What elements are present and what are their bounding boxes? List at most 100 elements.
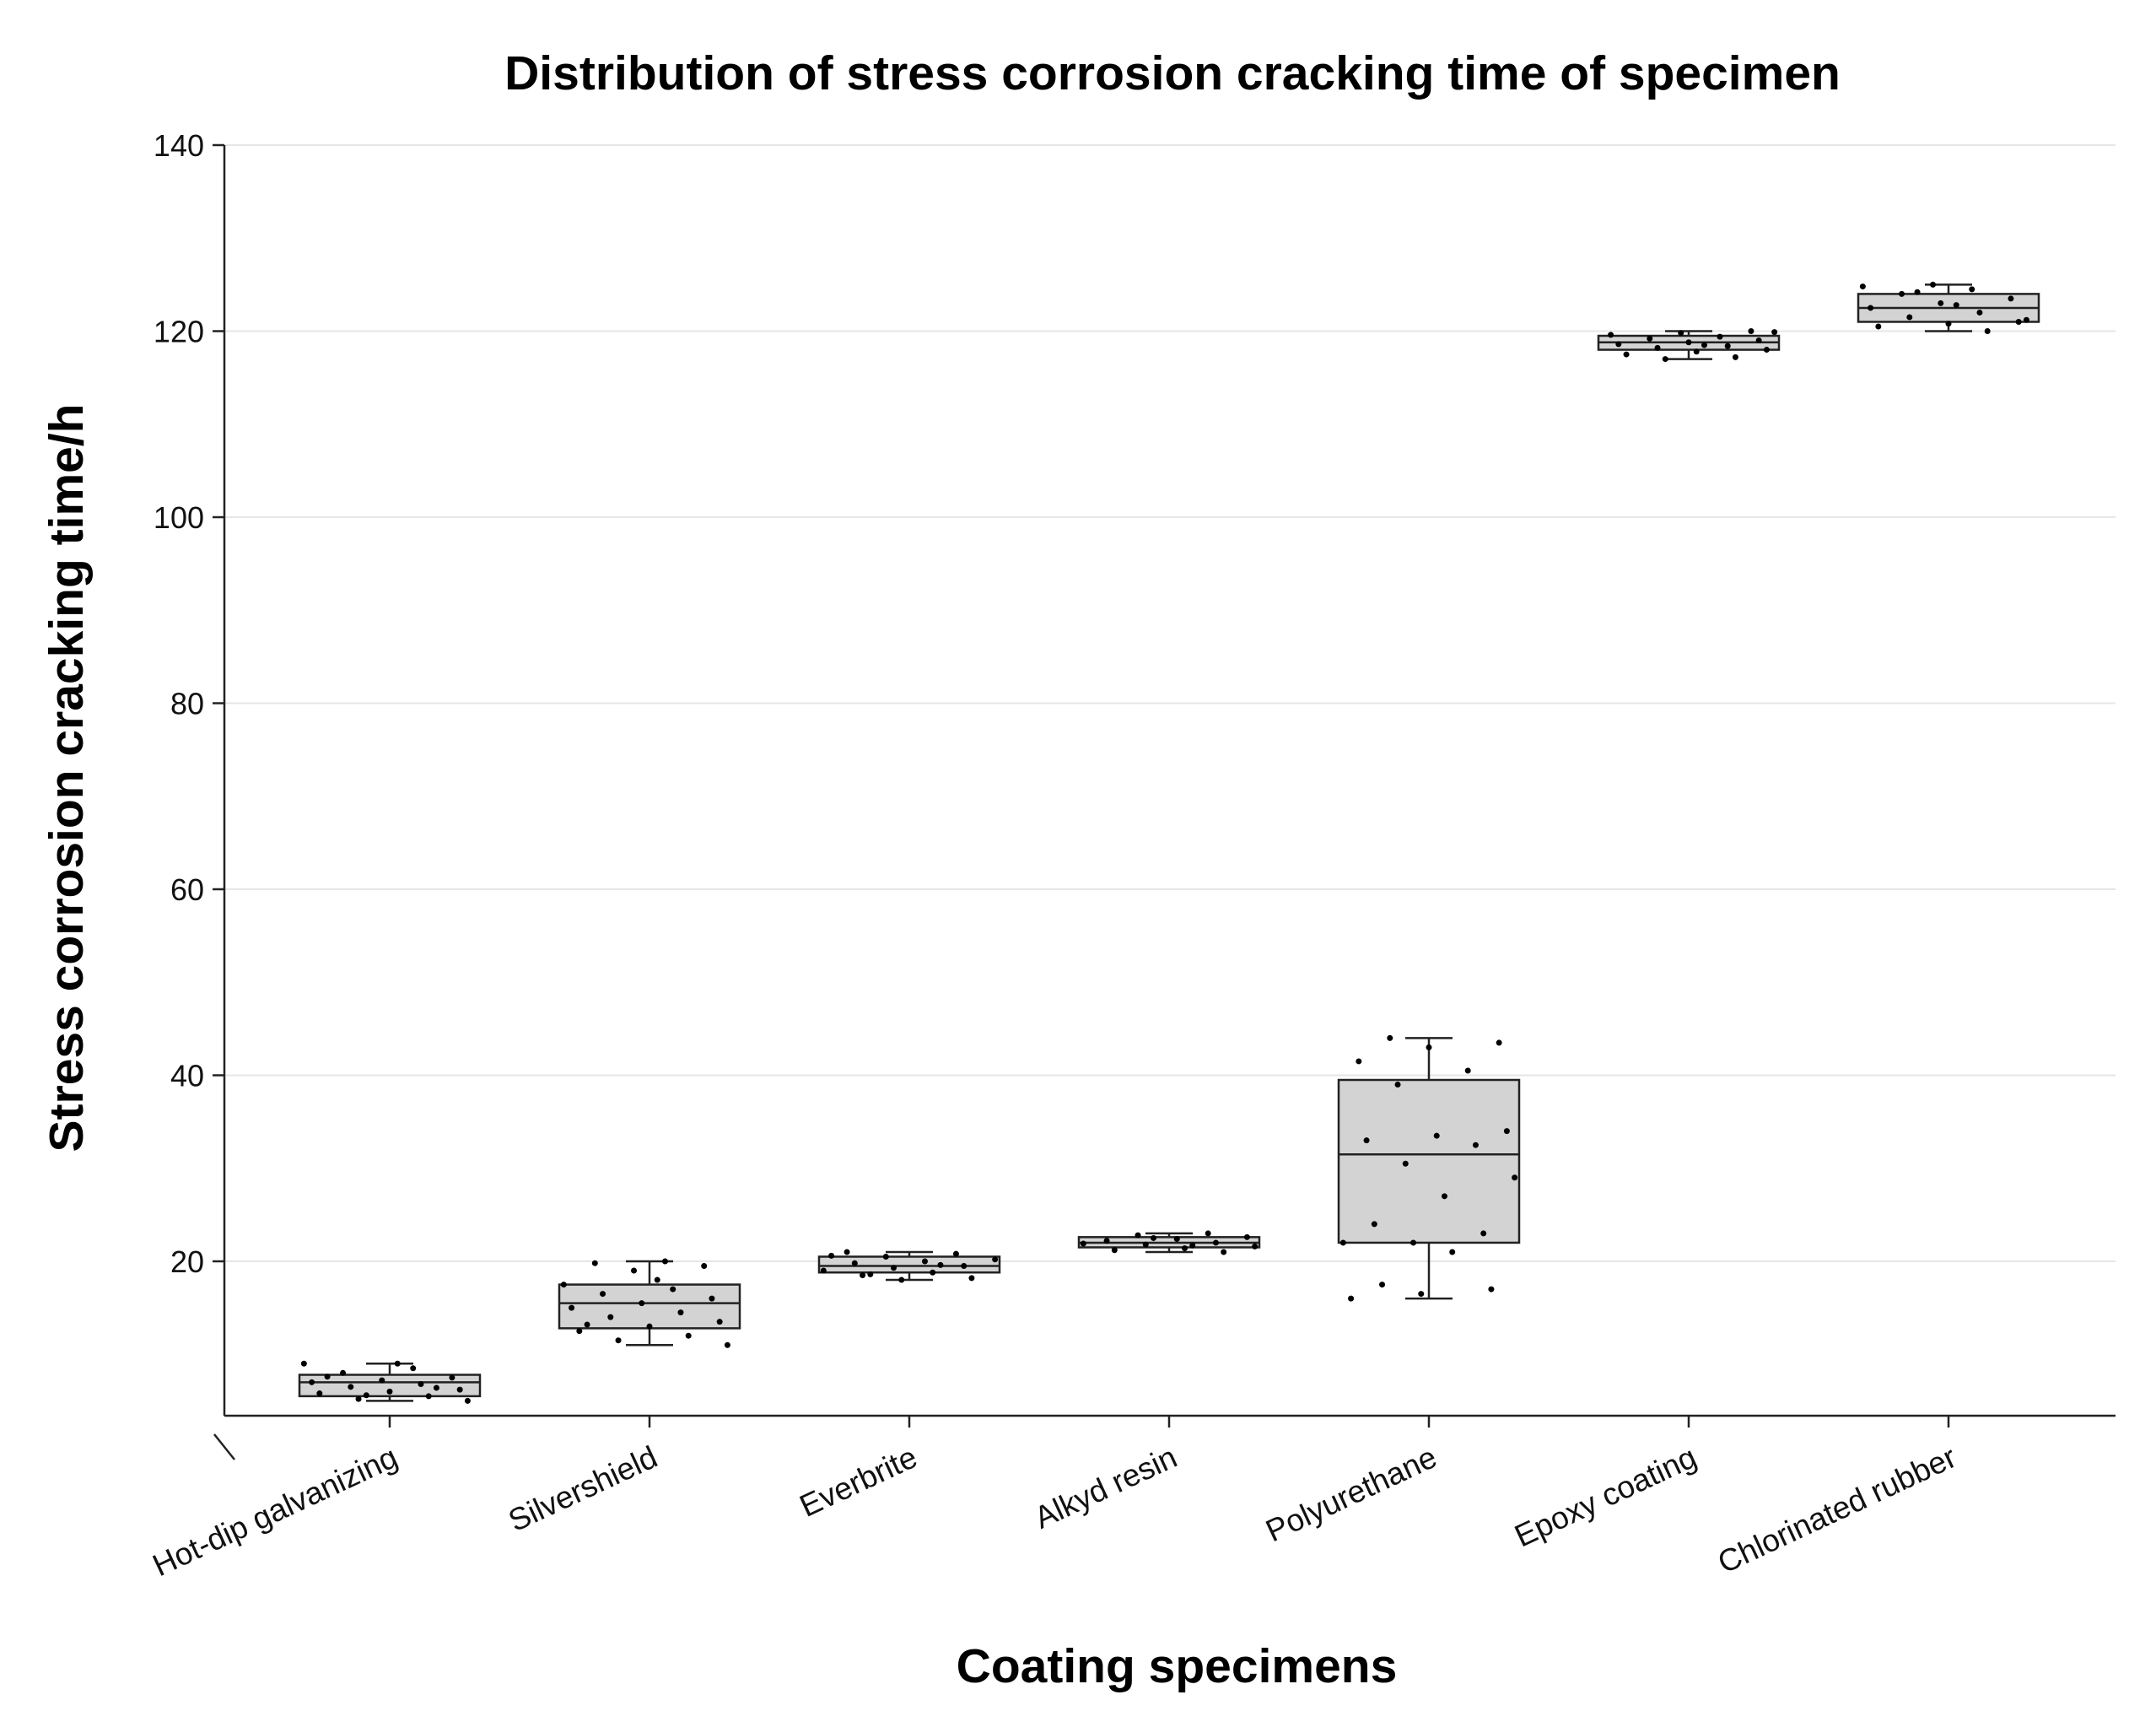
x-axis-title: Coating specimens bbox=[957, 1639, 1398, 1693]
data-point bbox=[1356, 1058, 1362, 1065]
data-point bbox=[882, 1253, 889, 1260]
data-point bbox=[1953, 302, 1959, 309]
data-point bbox=[560, 1282, 567, 1288]
data-point bbox=[324, 1374, 331, 1380]
data-point bbox=[1868, 305, 1874, 311]
data-point bbox=[1875, 323, 1882, 330]
data-point bbox=[1080, 1240, 1086, 1247]
y-tick-label: 120 bbox=[154, 315, 204, 349]
data-point bbox=[968, 1275, 975, 1282]
y-tick-label: 20 bbox=[170, 1244, 204, 1279]
data-point bbox=[1441, 1193, 1447, 1200]
boxes bbox=[298, 281, 2040, 1404]
x-tick-label: Polyurethane bbox=[1260, 1439, 1442, 1548]
x-tick-label: Chlorinated rubber bbox=[1712, 1439, 1961, 1580]
data-point bbox=[2008, 295, 2014, 302]
data-point bbox=[992, 1256, 999, 1263]
data-point bbox=[851, 1260, 858, 1266]
data-point bbox=[1678, 330, 1684, 337]
axes bbox=[213, 145, 2116, 1460]
data-point bbox=[1221, 1249, 1227, 1255]
data-point bbox=[1701, 342, 1707, 348]
box-everbrite bbox=[817, 1249, 1001, 1283]
data-point bbox=[1379, 1282, 1386, 1288]
data-point bbox=[1433, 1132, 1440, 1139]
data-point bbox=[418, 1381, 424, 1388]
data-point bbox=[952, 1250, 959, 1257]
data-point bbox=[1387, 1034, 1393, 1041]
data-point bbox=[464, 1397, 471, 1404]
data-point bbox=[1103, 1238, 1110, 1244]
y-axis-title: Stress corrosion cracking time/h bbox=[40, 404, 94, 1152]
data-point bbox=[1748, 328, 1754, 334]
data-point bbox=[1914, 289, 1921, 295]
data-point bbox=[1363, 1137, 1370, 1144]
data-point bbox=[961, 1263, 968, 1270]
y-tick-label: 80 bbox=[170, 687, 204, 721]
data-point bbox=[1464, 1067, 1471, 1074]
data-point bbox=[449, 1374, 455, 1381]
data-point bbox=[576, 1328, 583, 1335]
data-point bbox=[1418, 1291, 1425, 1298]
data-point bbox=[1899, 290, 1905, 297]
iqr-box bbox=[817, 1255, 1001, 1274]
data-point bbox=[828, 1252, 835, 1259]
data-point bbox=[724, 1341, 730, 1348]
y-ticks: 20 40 60 80 100 120 140 bbox=[154, 128, 224, 1279]
data-point bbox=[1763, 347, 1770, 354]
data-point bbox=[661, 1258, 668, 1265]
data-point bbox=[607, 1314, 614, 1320]
data-point bbox=[685, 1332, 692, 1339]
data-point bbox=[1410, 1239, 1417, 1246]
data-point bbox=[1348, 1295, 1355, 1302]
data-point bbox=[425, 1393, 432, 1400]
data-point bbox=[1472, 1142, 1479, 1148]
data-point bbox=[1984, 328, 1991, 334]
data-point bbox=[1662, 356, 1668, 363]
data-point bbox=[1426, 1044, 1432, 1050]
data-point bbox=[1608, 332, 1614, 338]
data-point bbox=[1339, 1239, 1346, 1246]
data-point bbox=[591, 1260, 598, 1266]
data-point bbox=[1969, 286, 1975, 293]
data-point bbox=[1449, 1249, 1456, 1255]
data-point bbox=[1685, 339, 1692, 346]
data-point bbox=[433, 1384, 439, 1391]
x-tick-label: Everbrite bbox=[795, 1439, 923, 1524]
data-point bbox=[639, 1300, 645, 1307]
data-point bbox=[1654, 344, 1661, 351]
data-point bbox=[1615, 341, 1622, 348]
data-point bbox=[677, 1309, 684, 1316]
data-point bbox=[1512, 1174, 1518, 1181]
data-point bbox=[386, 1388, 393, 1395]
data-point bbox=[921, 1258, 928, 1265]
data-point bbox=[1181, 1245, 1188, 1252]
data-point bbox=[1503, 1128, 1510, 1135]
data-point bbox=[654, 1277, 660, 1283]
data-point bbox=[1394, 1082, 1401, 1088]
data-point bbox=[1771, 329, 1778, 336]
data-point bbox=[394, 1360, 401, 1367]
data-point bbox=[1724, 343, 1731, 349]
data-point bbox=[1623, 351, 1630, 358]
data-point bbox=[820, 1267, 827, 1274]
iqr-box bbox=[558, 1283, 741, 1330]
iqr-box bbox=[1337, 1078, 1521, 1244]
y-tick-label: 60 bbox=[170, 872, 204, 907]
data-point bbox=[1480, 1230, 1487, 1237]
box-epoxy-coating bbox=[1597, 328, 1781, 363]
data-point bbox=[584, 1321, 590, 1328]
data-point bbox=[709, 1295, 715, 1302]
data-point bbox=[1252, 1243, 1259, 1250]
data-point bbox=[891, 1265, 897, 1271]
data-point bbox=[615, 1337, 622, 1344]
box-hot-dip-galvanizing bbox=[298, 1360, 482, 1404]
data-point bbox=[456, 1386, 463, 1393]
data-point bbox=[1496, 1039, 1502, 1046]
data-point bbox=[646, 1323, 653, 1330]
data-point bbox=[1212, 1239, 1219, 1246]
data-point bbox=[316, 1390, 323, 1397]
data-point bbox=[309, 1379, 315, 1385]
axis-break-mark bbox=[213, 1433, 235, 1460]
data-point bbox=[1693, 348, 1700, 355]
